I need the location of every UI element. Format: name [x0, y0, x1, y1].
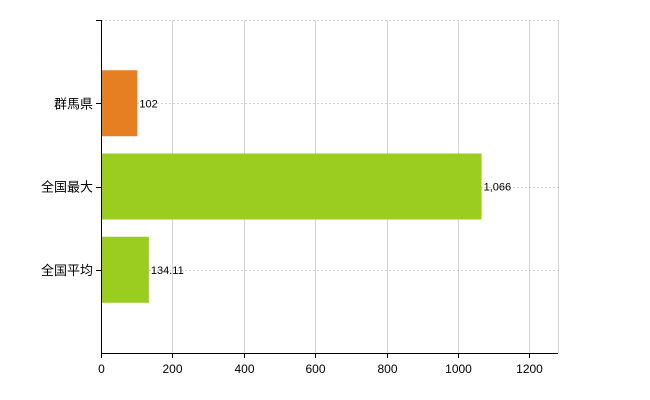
bar-2 — [102, 236, 149, 303]
category-label-0: 群馬県 — [54, 97, 93, 112]
x-tick-label-600: 600 — [305, 362, 325, 376]
category-label-1: 全国最大 — [41, 180, 93, 196]
data-label-2: 134.11 — [151, 265, 184, 277]
bar-1 — [102, 153, 482, 220]
x-tick-label-1000: 1000 — [445, 362, 472, 376]
x-tick-label-400: 400 — [234, 362, 254, 376]
data-label-1: 1,066 — [484, 182, 512, 194]
bar-0 — [102, 70, 138, 137]
labels: 群馬県 102 全国最大 1,066 全国平均 134.11 0 200 400 600 800 10… — [41, 97, 543, 376]
category-label-2: 全国平均 — [41, 263, 93, 279]
x-tick-label-0: 0 — [98, 362, 105, 376]
x-tick-label-800: 800 — [377, 362, 397, 376]
x-tick-label-1200: 1200 — [516, 362, 543, 376]
x-tick-label-200: 200 — [162, 362, 182, 376]
axes — [96, 20, 558, 358]
data-label-0: 102 — [139, 98, 157, 110]
bars — [102, 70, 482, 303]
